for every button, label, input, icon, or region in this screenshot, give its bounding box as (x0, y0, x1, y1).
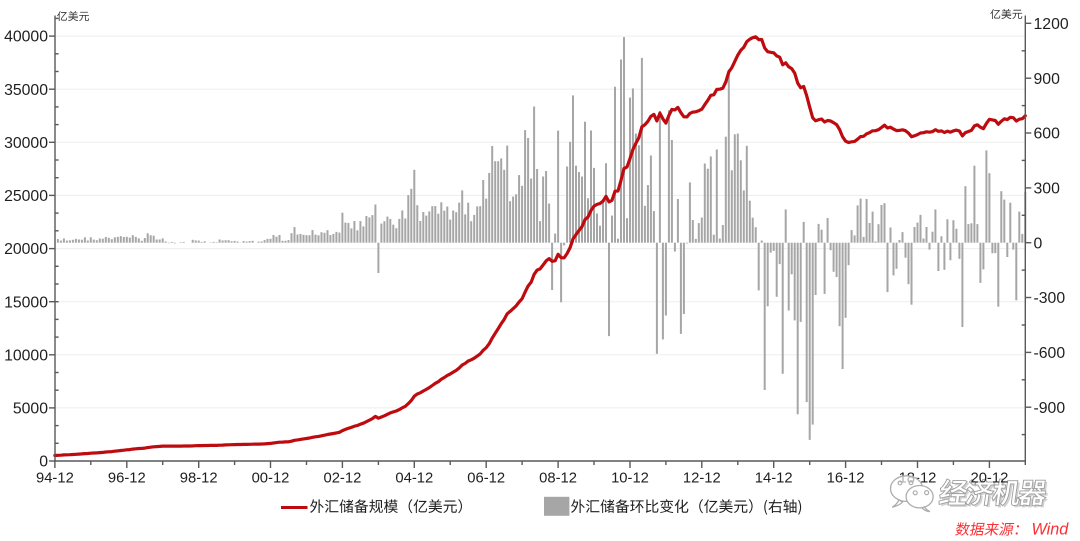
svg-text:300: 300 (1034, 181, 1061, 198)
svg-text:0: 0 (39, 454, 48, 471)
svg-text:40000: 40000 (4, 29, 48, 46)
svg-text:Wind: Wind (1032, 521, 1070, 539)
svg-text:06-12: 06-12 (467, 470, 505, 486)
svg-text:15000: 15000 (4, 294, 48, 311)
svg-text:10000: 10000 (4, 347, 48, 364)
svg-text:04-12: 04-12 (395, 470, 433, 486)
svg-text:02-12: 02-12 (323, 470, 361, 486)
svg-text:14-12: 14-12 (755, 470, 793, 486)
svg-text:-300: -300 (1034, 290, 1066, 307)
svg-text:12-12: 12-12 (683, 470, 721, 486)
svg-text:08-12: 08-12 (539, 470, 577, 486)
svg-text:900: 900 (1034, 71, 1061, 88)
svg-text:94-12: 94-12 (36, 470, 74, 486)
svg-text:0: 0 (1034, 235, 1043, 252)
svg-text:-900: -900 (1034, 400, 1066, 417)
svg-text:96-12: 96-12 (108, 470, 146, 486)
svg-text:1200: 1200 (1034, 16, 1069, 33)
svg-text:25000: 25000 (4, 188, 48, 205)
svg-text:16-12: 16-12 (827, 470, 865, 486)
svg-text:98-12: 98-12 (180, 470, 218, 486)
svg-text:35000: 35000 (4, 82, 48, 99)
svg-text:30000: 30000 (4, 135, 48, 152)
svg-text:5000: 5000 (13, 401, 48, 418)
svg-text:00-12: 00-12 (252, 470, 290, 486)
svg-text:20-12: 20-12 (970, 470, 1008, 486)
svg-text:20000: 20000 (4, 241, 48, 258)
svg-text:600: 600 (1034, 126, 1061, 143)
svg-text:-600: -600 (1034, 345, 1066, 362)
svg-text:10-12: 10-12 (611, 470, 649, 486)
